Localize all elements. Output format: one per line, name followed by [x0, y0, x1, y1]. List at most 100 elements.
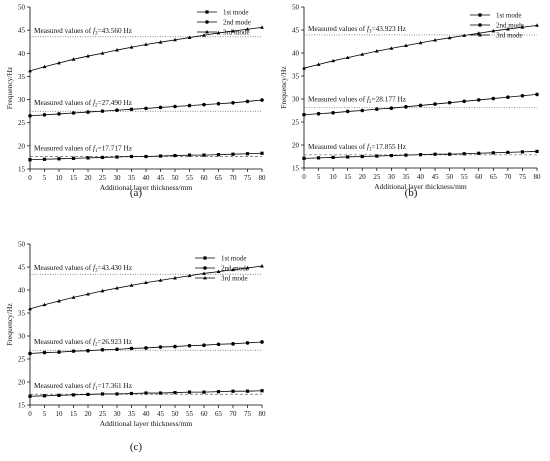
data-point — [57, 157, 61, 161]
data-point — [476, 98, 481, 102]
data-point — [360, 108, 365, 113]
measured-label-f2: Measured values of f2=26.923 Hz — [34, 337, 133, 348]
data-point — [42, 302, 47, 307]
panel-caption: (c) — [130, 441, 143, 453]
data-point — [144, 391, 148, 395]
x-tick-label: 75 — [244, 410, 252, 418]
y-tick-label: 15 — [292, 165, 300, 173]
data-point — [86, 292, 90, 296]
legend-marker — [478, 23, 482, 27]
data-point — [115, 155, 119, 159]
y-tick-label: 45 — [18, 264, 26, 272]
data-point — [71, 295, 76, 299]
data-point — [42, 394, 47, 398]
data-point — [57, 393, 61, 397]
y-tick-label: 40 — [292, 50, 300, 58]
data-point — [100, 392, 105, 396]
data-point — [389, 153, 393, 158]
data-point — [100, 155, 105, 160]
y-tick-label: 20 — [18, 379, 26, 387]
data-point — [158, 40, 163, 44]
data-point — [173, 37, 177, 42]
measured-label-f2: Measured values of f2=28.177 Hz — [308, 94, 407, 105]
data-point — [302, 112, 306, 117]
data-point — [535, 92, 539, 97]
data-point — [231, 29, 235, 33]
x-tick-label: 40 — [417, 173, 425, 181]
data-point — [158, 278, 163, 282]
measured-label-f3: Measured values of f3=43.923 Hz — [308, 24, 407, 35]
data-point — [86, 156, 90, 160]
x-tick-label: 5 — [43, 410, 47, 418]
y-tick-label: 50 — [18, 4, 26, 12]
measured-label-f3: Measured values of f3=43.430 Hz — [34, 263, 133, 274]
data-point — [158, 154, 163, 158]
data-point — [202, 343, 206, 348]
data-point — [28, 158, 32, 162]
x-tick-label: 75 — [519, 173, 527, 181]
data-point — [216, 101, 221, 106]
data-point — [71, 111, 76, 115]
data-point — [245, 152, 250, 156]
x-tick-label: 30 — [114, 410, 122, 418]
y-tick-label: 25 — [292, 119, 300, 127]
legend-marker — [478, 33, 482, 37]
data-point — [345, 109, 350, 114]
legend-entry: 1st mode — [223, 9, 248, 17]
data-point — [173, 390, 177, 395]
x-tick-label: 35 — [128, 410, 136, 418]
data-point — [115, 286, 119, 290]
x-tick-label: 40 — [143, 174, 151, 182]
data-point — [129, 154, 134, 159]
data-point — [231, 389, 235, 393]
legend-entry: 2nd mode — [223, 19, 251, 27]
series-2 — [28, 340, 264, 356]
data-point — [506, 150, 510, 154]
data-point — [447, 35, 452, 40]
x-tick-label: 80 — [534, 173, 542, 181]
data-point — [360, 154, 364, 159]
panel-caption: (a) — [130, 187, 143, 199]
data-point — [187, 343, 192, 348]
data-point — [260, 98, 264, 102]
y-tick-label: 15 — [18, 166, 26, 174]
data-point — [100, 288, 105, 293]
data-point — [57, 112, 61, 116]
x-tick-label: 50 — [172, 410, 180, 418]
data-point — [42, 350, 47, 355]
data-point — [433, 102, 437, 106]
legend-marker — [205, 20, 209, 24]
legend-entry: 3rd mode — [223, 29, 250, 37]
data-point — [158, 105, 163, 110]
data-point — [245, 99, 250, 104]
x-tick-label: 10 — [330, 173, 338, 181]
data-point — [260, 25, 264, 29]
data-point — [231, 342, 235, 346]
legend-marker — [203, 266, 207, 270]
y-tick-label: 20 — [18, 142, 26, 150]
measured-label-f1: Measured values of f1=17.717 Hz — [34, 143, 133, 154]
data-point — [491, 28, 496, 33]
series-3 — [28, 264, 264, 311]
data-point — [42, 113, 47, 117]
data-point — [245, 27, 250, 31]
y-tick-label: 35 — [18, 310, 26, 318]
data-point — [202, 33, 206, 37]
x-axis-label: Additional layer thickness/mm — [100, 183, 193, 192]
y-axis-label: Frequency/Hz — [279, 66, 288, 109]
x-tick-label: 15 — [70, 174, 78, 182]
legend: 1st mode 2nd mode 3rd mode — [470, 12, 524, 40]
chart-panel-1: 15 20 25 30 35 40 45 50 0 5 10 15 20 25 30 35 40 45 50 55 60… — [5, 4, 266, 200]
y-tick-label: 40 — [18, 287, 26, 295]
data-point — [144, 346, 148, 350]
x-tick-label: 20 — [85, 174, 93, 182]
data-point — [331, 111, 335, 115]
y-tick-label: 50 — [292, 4, 300, 12]
data-point — [202, 102, 206, 107]
x-tick-label: 80 — [259, 174, 267, 182]
legend-marker — [205, 30, 209, 34]
x-tick-label: 50 — [172, 174, 180, 182]
x-tick-label: 80 — [259, 410, 267, 418]
x-tick-label: 10 — [56, 174, 64, 182]
x-tick-label: 60 — [201, 174, 209, 182]
